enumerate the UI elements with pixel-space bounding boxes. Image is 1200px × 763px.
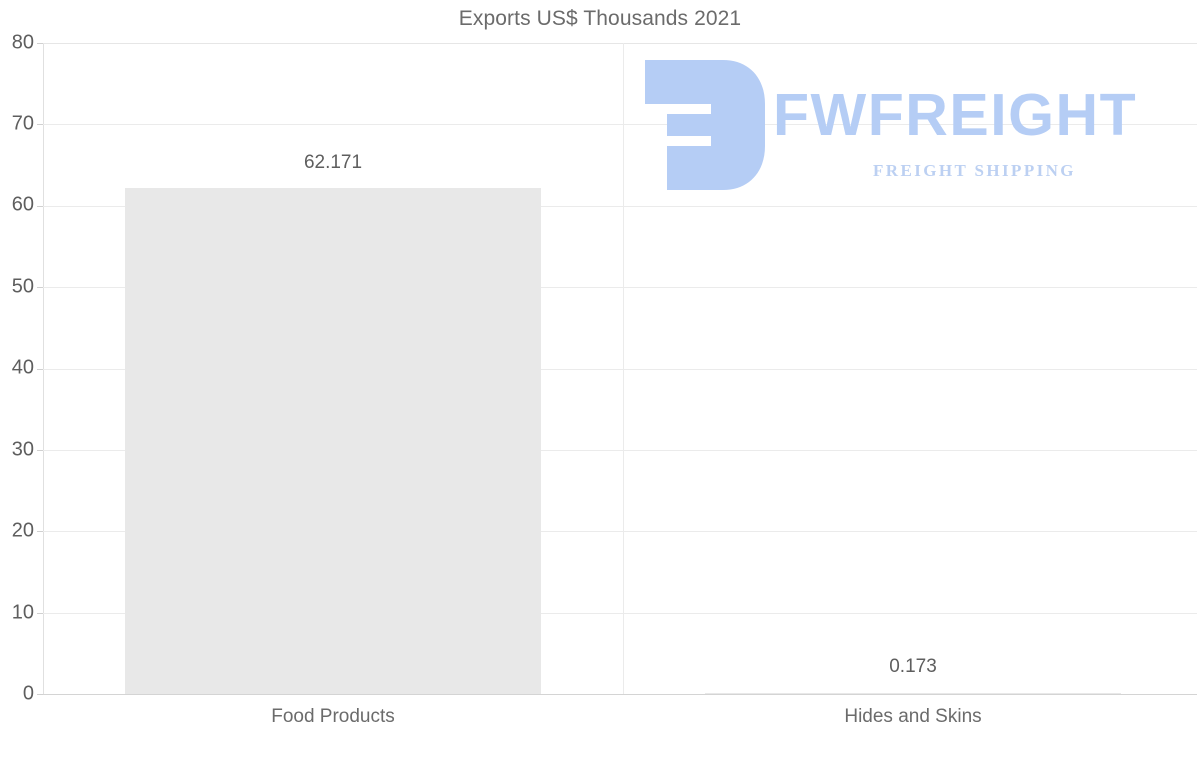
chart-title: Exports US$ Thousands 2021 — [458, 7, 742, 30]
gridline-80 — [43, 43, 1197, 44]
y-tick-label-80: 80 — [11, 31, 34, 54]
gridline-baseline-0 — [43, 694, 1197, 695]
y-tick-label-30: 30 — [11, 438, 34, 461]
y-tick-label-0: 0 — [22, 682, 34, 705]
y-tick-label-40: 40 — [11, 356, 34, 379]
gridline-70 — [43, 124, 1197, 125]
y-tick-mark-60 — [37, 206, 43, 207]
gridline-40 — [43, 369, 1197, 370]
y-tick-label-20: 20 — [11, 519, 34, 542]
y-tick-label-60: 60 — [11, 193, 34, 216]
y-axis-line — [43, 43, 44, 694]
x-tick-label-hides-and-skins: Hides and Skins — [844, 706, 982, 727]
y-tick-mark-50 — [37, 287, 43, 288]
x-tick-label-food-products: Food Products — [271, 706, 395, 727]
category-separator-gridline — [623, 43, 624, 694]
y-tick-mark-40 — [37, 369, 43, 370]
y-tick-mark-80 — [37, 43, 43, 44]
y-tick-label-70: 70 — [11, 112, 34, 135]
y-tick-mark-10 — [37, 613, 43, 614]
plot-area — [37, 43, 1197, 695]
gridline-60 — [43, 206, 1197, 207]
gridline-20 — [43, 531, 1197, 532]
gridline-30 — [43, 450, 1197, 451]
bar-value-hides-and-skins: 0.173 — [889, 656, 937, 677]
gridline-10 — [43, 613, 1197, 614]
bar-value-food-products: 62.171 — [303, 152, 363, 173]
y-tick-label-50: 50 — [11, 275, 34, 298]
bar-hides-and-skins[interactable] — [705, 692, 1121, 694]
gridline-50 — [43, 287, 1197, 288]
y-tick-mark-70 — [37, 124, 43, 125]
y-tick-mark-30 — [37, 450, 43, 451]
bar-food-products[interactable] — [125, 188, 541, 694]
y-tick-mark-0 — [37, 694, 43, 695]
y-tick-mark-20 — [37, 531, 43, 532]
y-tick-label-10: 10 — [11, 601, 34, 624]
